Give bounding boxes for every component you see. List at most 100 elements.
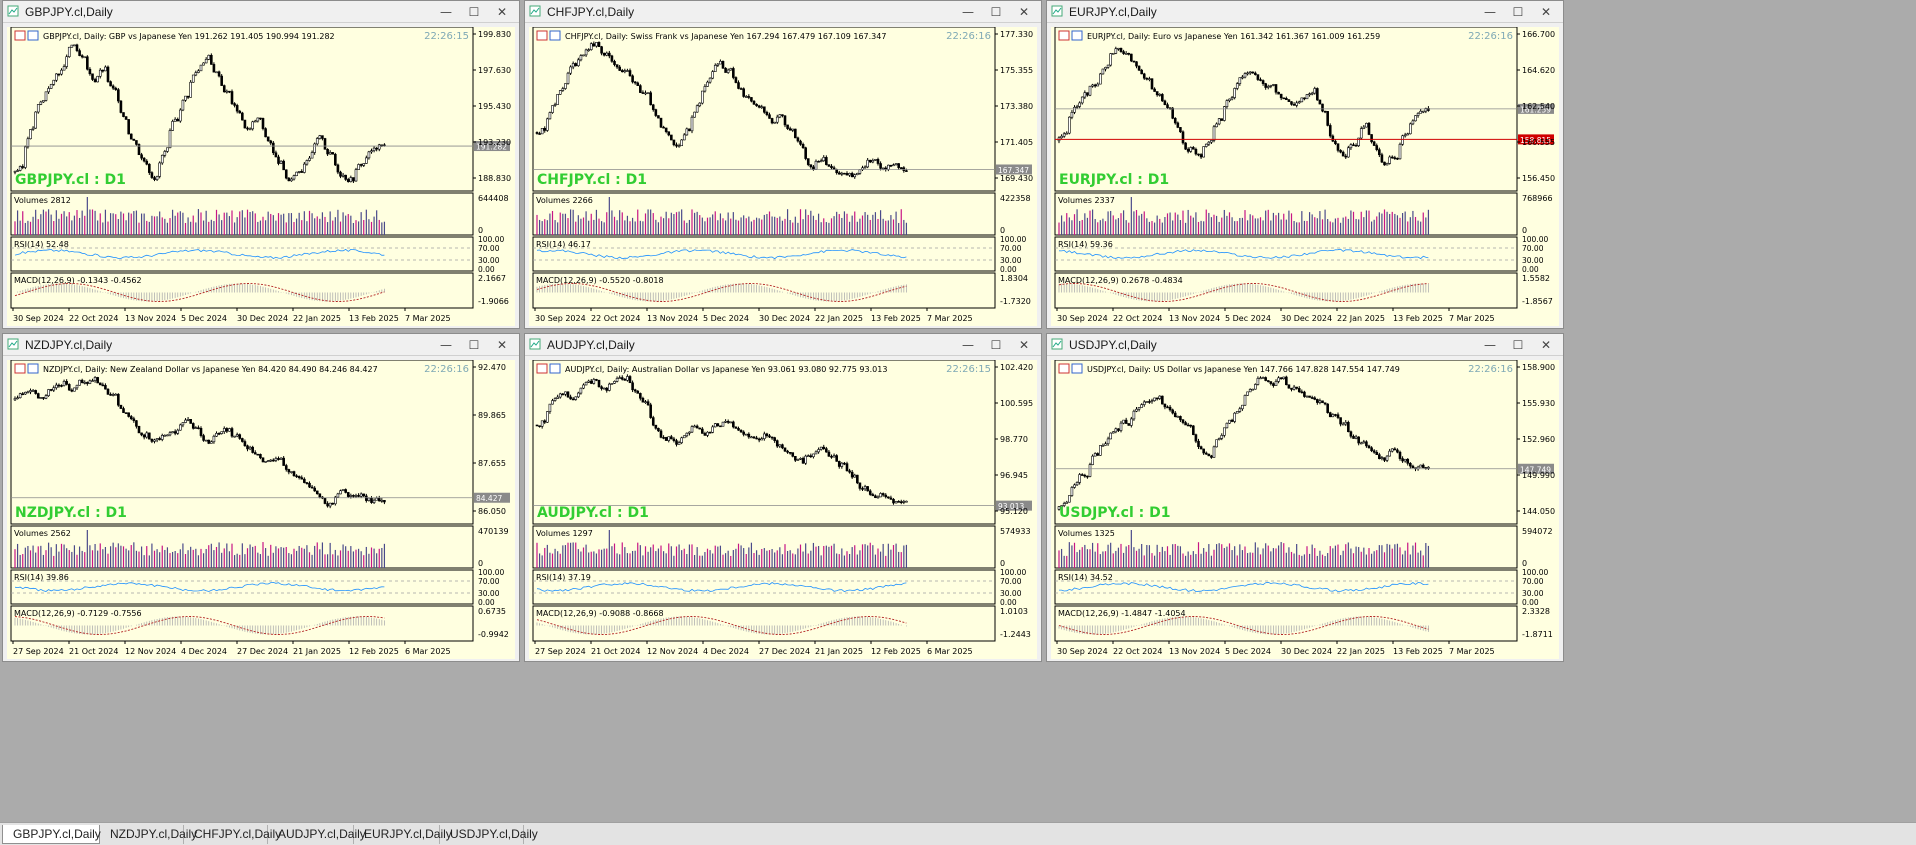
- price-axis-label: 96.945: [1000, 471, 1028, 480]
- chart-window[interactable]: USDJPY.cl,Daily — ☐ ✕ USDJPY.cl, Daily: US D…: [1046, 333, 1564, 662]
- date-axis-label: 30 Sep 2024: [1057, 647, 1108, 656]
- rsi-pane[interactable]: [532, 236, 996, 272]
- candle: [1336, 412, 1340, 420]
- window-titlebar[interactable]: AUDJPY.cl,Daily — ☐ ✕: [525, 334, 1041, 356]
- window-titlebar[interactable]: NZDJPY.cl,Daily — ☐ ✕: [3, 334, 519, 356]
- main-price-pane[interactable]: [10, 27, 474, 192]
- minimize-button[interactable]: —: [962, 338, 974, 352]
- window-titlebar[interactable]: EURJPY.cl,Daily — ☐ ✕: [1047, 1, 1563, 23]
- candle: [230, 89, 234, 105]
- candle: [1259, 77, 1262, 82]
- chart-properties-icon[interactable]: [1058, 363, 1083, 374]
- chart-tab[interactable]: GBPJPY.cl,Daily: [2, 825, 101, 844]
- candle: [551, 105, 554, 114]
- window-title: EURJPY.cl,Daily: [1069, 5, 1157, 19]
- minimize-button[interactable]: —: [1484, 5, 1496, 19]
- candle: [106, 388, 110, 395]
- macd-pane[interactable]: [1054, 272, 1518, 309]
- chart-tab[interactable]: EURJPY.cl,Daily: [354, 825, 452, 844]
- candle: [65, 54, 68, 69]
- close-button[interactable]: ✕: [496, 5, 508, 19]
- minimize-button[interactable]: —: [440, 338, 452, 352]
- candle: [1135, 61, 1138, 69]
- maximize-button[interactable]: ☐: [1512, 5, 1524, 19]
- chart-area[interactable]: CHFJPY.cl, Daily: Swiss Frank vs Japanes…: [529, 27, 1037, 326]
- window-titlebar[interactable]: CHFJPY.cl,Daily — ☐ ✕: [525, 1, 1041, 23]
- chart-area[interactable]: AUDJPY.cl, Daily: Australian Dollar vs J…: [529, 360, 1037, 659]
- candle: [608, 382, 611, 392]
- window-titlebar[interactable]: GBPJPY.cl,Daily — ☐ ✕: [3, 1, 519, 23]
- candle: [1161, 395, 1164, 405]
- candle: [1287, 99, 1291, 102]
- macd-pane[interactable]: [10, 605, 474, 642]
- window-titlebar[interactable]: USDJPY.cl,Daily — ☐ ✕: [1047, 334, 1563, 356]
- chart-area[interactable]: GBPJPY.cl, Daily: GBP vs Japanese Yen 19…: [7, 27, 515, 326]
- main-price-pane[interactable]: [1054, 360, 1518, 525]
- candle: [553, 397, 557, 402]
- chart-tab[interactable]: AUDJPY.cl,Daily: [268, 825, 366, 844]
- chart-properties-icon[interactable]: [14, 30, 39, 41]
- minimize-button[interactable]: —: [962, 5, 974, 19]
- chart-window[interactable]: EURJPY.cl,Daily — ☐ ✕ EURJPY.cl, Daily: Euro…: [1046, 0, 1564, 329]
- chart-area[interactable]: EURJPY.cl, Daily: Euro vs Japanese Yen 1…: [1051, 27, 1559, 326]
- chart-window[interactable]: GBPJPY.cl,Daily — ☐ ✕ GBPJPY.cl, Daily: GBP …: [2, 0, 520, 329]
- main-price-pane[interactable]: [532, 360, 996, 525]
- close-button[interactable]: ✕: [496, 338, 508, 352]
- candle: [892, 163, 895, 167]
- rsi-pane[interactable]: [1054, 236, 1518, 272]
- close-button[interactable]: ✕: [1540, 5, 1552, 19]
- price-axis-label: 156.450: [1522, 174, 1555, 183]
- rsi-label: RSI(14) 46.17: [536, 240, 591, 249]
- minimize-button[interactable]: —: [1484, 338, 1496, 352]
- candle: [1132, 60, 1136, 63]
- chart-window[interactable]: AUDJPY.cl,Daily — ☐ ✕ AUDJPY.cl, Daily: Aust…: [524, 333, 1042, 662]
- candle: [894, 163, 898, 166]
- macd-pane[interactable]: [1054, 605, 1518, 642]
- candle: [346, 177, 350, 183]
- chart-properties-icon[interactable]: [1058, 30, 1083, 41]
- maximize-button[interactable]: ☐: [1512, 338, 1524, 352]
- chart-tab[interactable]: CHFJPY.cl,Daily: [184, 825, 281, 844]
- candle: [871, 492, 875, 497]
- maximize-button[interactable]: ☐: [990, 5, 1002, 19]
- candle: [1295, 386, 1298, 390]
- candle: [145, 159, 149, 166]
- candle: [814, 159, 818, 171]
- rsi-line: [14, 248, 385, 259]
- candle: [328, 502, 332, 509]
- close-button[interactable]: ✕: [1540, 338, 1552, 352]
- candle: [1292, 384, 1296, 391]
- candlestick-series: [13, 376, 386, 509]
- chart-canvas[interactable]: EURJPY.cl, Daily: Euro vs Japanese Yen 1…: [1051, 27, 1559, 326]
- chart-properties-icon[interactable]: [536, 363, 561, 374]
- candle: [595, 378, 598, 382]
- chart-window-icon: [7, 338, 19, 350]
- chart-canvas[interactable]: AUDJPY.cl, Daily: Australian Dollar vs J…: [529, 360, 1037, 659]
- maximize-button[interactable]: ☐: [468, 338, 480, 352]
- maximize-button[interactable]: ☐: [468, 5, 480, 19]
- chart-properties-icon[interactable]: [536, 30, 561, 41]
- date-axis-label: 13 Feb 2025: [349, 314, 399, 323]
- candle: [372, 146, 376, 153]
- chart-canvas[interactable]: CHFJPY.cl, Daily: Swiss Frank vs Japanes…: [529, 27, 1037, 326]
- chart-tab[interactable]: NZDJPY.cl,Daily: [100, 825, 197, 844]
- rsi-pane[interactable]: [532, 569, 996, 605]
- maximize-button[interactable]: ☐: [990, 338, 1002, 352]
- candle: [1135, 406, 1138, 413]
- chart-canvas[interactable]: USDJPY.cl, Daily: US Dollar vs Japanese …: [1051, 360, 1559, 659]
- chart-canvas[interactable]: GBPJPY.cl, Daily: GBP vs Japanese Yen 19…: [7, 27, 515, 326]
- chart-window[interactable]: CHFJPY.cl,Daily — ☐ ✕ CHFJPY.cl, Daily: Swis…: [524, 0, 1042, 329]
- chart-properties-icon[interactable]: [14, 363, 39, 374]
- chart-canvas[interactable]: NZDJPY.cl, Daily: New Zealand Dollar vs …: [7, 360, 515, 659]
- chart-area[interactable]: USDJPY.cl, Daily: US Dollar vs Japanese …: [1051, 360, 1559, 659]
- chart-window[interactable]: NZDJPY.cl,Daily — ☐ ✕ NZDJPY.cl, Daily: New …: [2, 333, 520, 662]
- candle: [1088, 462, 1092, 478]
- minimize-button[interactable]: —: [440, 5, 452, 19]
- chart-tab[interactable]: USDJPY.cl,Daily: [440, 825, 538, 844]
- rsi-pane[interactable]: [1054, 569, 1518, 605]
- volume-pane[interactable]: [532, 192, 996, 236]
- close-button[interactable]: ✕: [1018, 5, 1030, 19]
- candle: [1380, 152, 1384, 164]
- close-button[interactable]: ✕: [1018, 338, 1030, 352]
- chart-area[interactable]: NZDJPY.cl, Daily: New Zealand Dollar vs …: [7, 360, 515, 659]
